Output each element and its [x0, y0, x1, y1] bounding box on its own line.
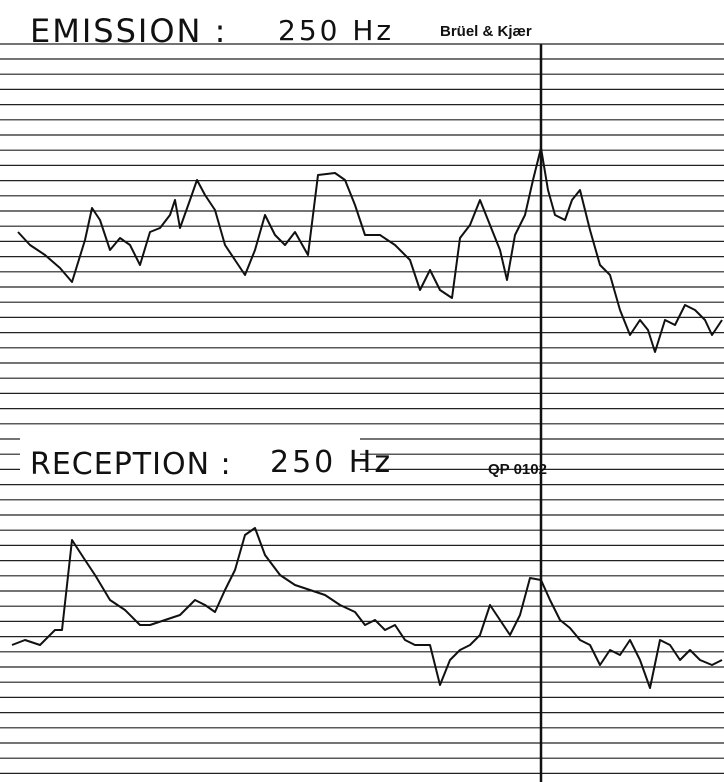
emission-frequency: 250 Hz [278, 14, 394, 47]
header-band [0, 0, 724, 44]
reception-label: RECEPTION : [30, 447, 232, 482]
chart-paper-lines [0, 58, 724, 775]
emission-label: EMISSION : [30, 12, 227, 50]
reception-trace [11, 527, 723, 689]
emission-trace [17, 147, 723, 353]
label-background [20, 436, 360, 482]
reception-frequency: 250 Hz [270, 445, 393, 480]
brand-label: Brüel & Kjær [440, 23, 532, 40]
reference-label: QP 0102 [488, 461, 547, 478]
